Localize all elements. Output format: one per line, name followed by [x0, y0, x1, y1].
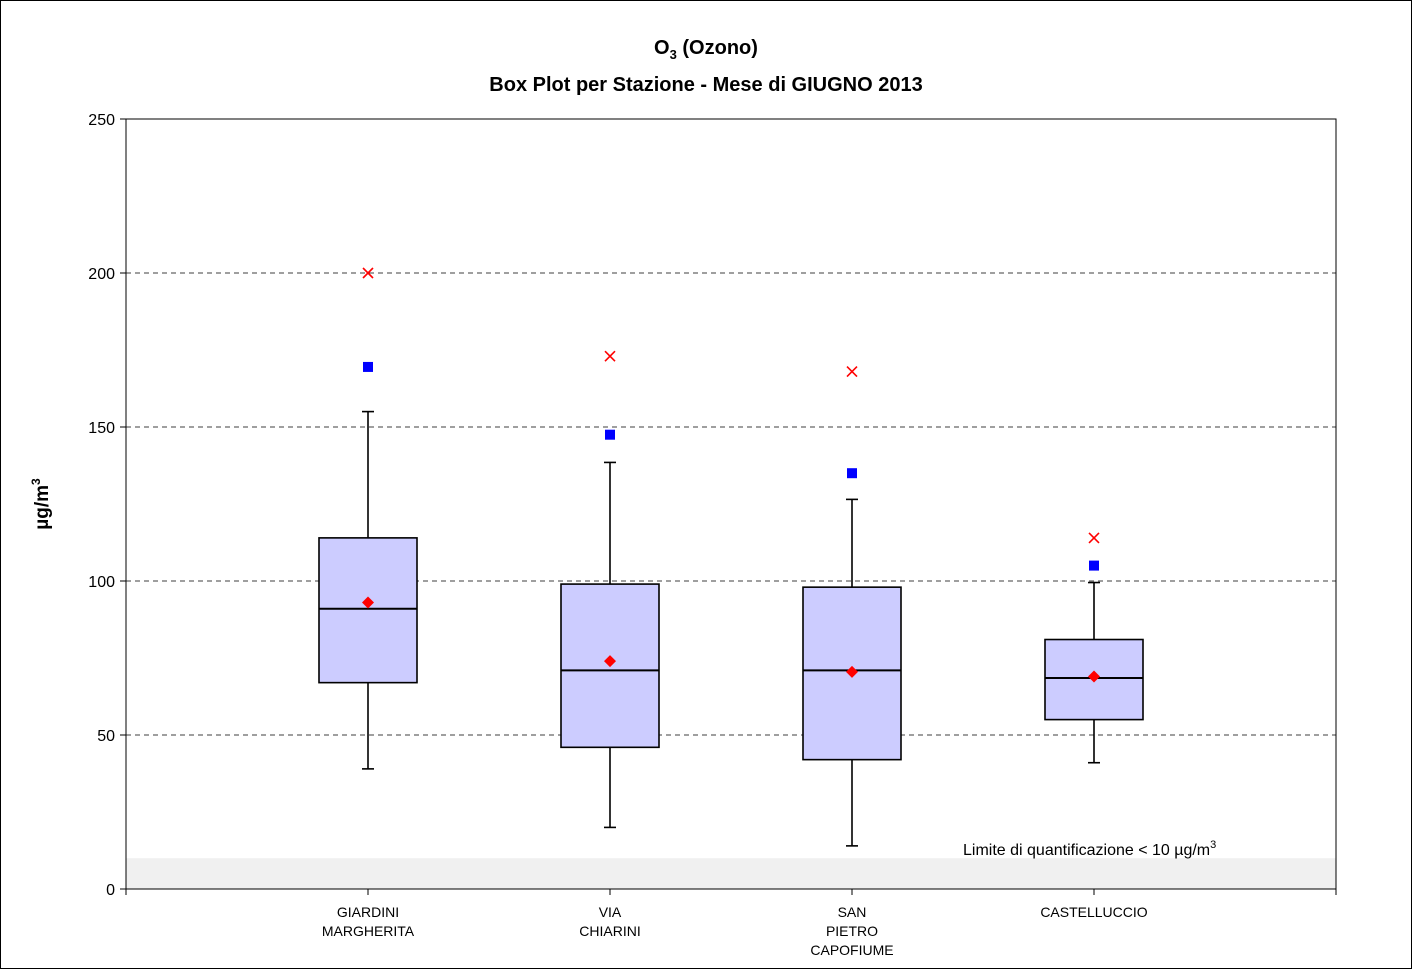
max-marker-stroke	[604, 350, 616, 362]
max-marker-stroke	[362, 267, 374, 279]
x-category-label: CASTELLUCCIO	[1040, 904, 1147, 920]
chart-subtitle: Box Plot per Stazione - Mese di GIUGNO 2…	[489, 74, 922, 96]
y-tick-label: 50	[97, 728, 115, 745]
interquartile-box	[318, 537, 418, 684]
y-tick-label: 200	[88, 266, 115, 283]
mean-marker	[1088, 670, 1100, 683]
y-tick-label: 250	[88, 112, 115, 129]
x-category-label: GIARDINI MARGHERITA	[322, 904, 415, 939]
max-marker-stroke	[1088, 532, 1100, 544]
mean-marker	[362, 596, 374, 609]
mean-marker	[846, 665, 858, 678]
chart-title: O3 (Ozono)	[654, 37, 758, 62]
y-tick-label: 100	[88, 574, 115, 591]
percentile-marker	[363, 361, 373, 372]
plot-area: 0 50 100 150 200 250 GIARDINI MARGHERITA VIA CHIA…	[88, 112, 1337, 958]
percentile-marker	[605, 429, 615, 440]
quantification-limit-label: Limite di quantificazione < 10 µg/m3	[963, 839, 1216, 859]
quantification-limit-band	[126, 858, 1336, 889]
x-category-label: VIA CHIARINI	[579, 904, 640, 939]
y-axis-label: µg/m3	[29, 478, 53, 530]
percentile-marker	[847, 468, 857, 479]
mean-marker	[604, 655, 616, 668]
percentile-marker	[1089, 560, 1099, 571]
box-group	[802, 365, 902, 847]
y-tick-label: 0	[106, 882, 115, 899]
x-category-label: SAN PIETRO CAPOFIUME	[810, 904, 893, 958]
max-marker-stroke	[846, 365, 858, 378]
y-tick-label: 150	[88, 420, 115, 437]
box-group	[560, 350, 660, 829]
box-group	[318, 267, 418, 770]
plot-frame	[125, 118, 1337, 890]
box-group	[1044, 532, 1144, 764]
